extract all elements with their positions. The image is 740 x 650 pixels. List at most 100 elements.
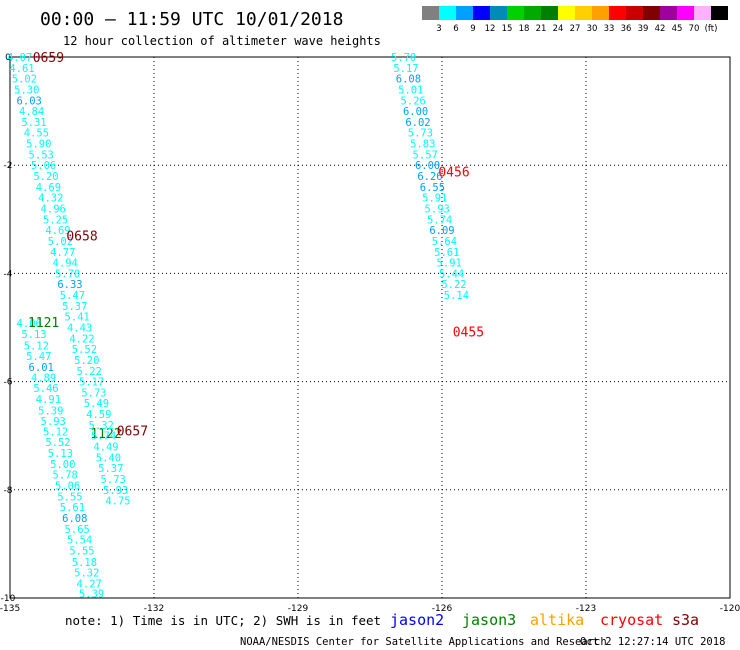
data-point-s3a: 4.69 <box>45 225 70 237</box>
data-point-jason3: 5.13 <box>48 448 73 460</box>
legend-swatch <box>711 6 728 20</box>
y-tick-label: 0 <box>5 53 11 63</box>
data-point-cryosat: 5.22 <box>441 279 466 291</box>
legend-label: 24 <box>553 24 564 34</box>
data-point-s3a: 5.37 <box>62 301 87 313</box>
legend-swatch <box>558 6 575 20</box>
data-point-cryosat: 5.17 <box>393 63 418 75</box>
legend-swatch <box>694 6 711 20</box>
data-point-s3a: 4.77 <box>50 247 75 259</box>
data-point-cryosat: 5.26 <box>401 95 426 107</box>
data-point-s3a: 4.61 <box>9 63 34 75</box>
data-point-s3a: 6.33 <box>57 279 82 291</box>
y-tick-label: -8 <box>4 486 13 496</box>
data-point-s3a: 5.22 <box>77 366 102 378</box>
data-point-cryosat: 6.08 <box>396 74 421 86</box>
chart-title: 00:00 – 11:59 UTC 10/01/2018 <box>40 9 343 30</box>
y-tick-label: -10 <box>1 594 16 604</box>
time-label-jason3: 1122 <box>90 427 121 442</box>
data-point-jason3: 5.18 <box>72 557 97 569</box>
data-point-cryosat: 6.26 <box>417 171 442 183</box>
data-point-cryosat: 5.14 <box>444 290 469 302</box>
legend-swatch <box>609 6 626 20</box>
legend-label: 45 <box>672 24 683 34</box>
data-point-jason3: 5.55 <box>57 491 82 503</box>
data-point-s3a: 5.41 <box>65 312 90 324</box>
data-point-jason3: 6.08 <box>62 513 87 525</box>
data-point-cryosat: 5.74 <box>427 214 452 226</box>
legend-swatch <box>507 6 524 20</box>
credit-text: NOAA/NESDIS Center for Satellite Applica… <box>240 636 607 648</box>
satellite-label-altika: altika <box>530 611 584 629</box>
data-point-cryosat: 5.57 <box>413 149 438 161</box>
data-point-jason3: 5.61 <box>60 502 85 514</box>
data-point-s3a: 4.32 <box>38 193 63 205</box>
legend-label: (ft) <box>705 24 718 34</box>
data-point-s3a: 4.94 <box>53 258 78 270</box>
satellite-legend: jason2 jason3 altika cryosat s3a <box>390 611 699 629</box>
data-point-s3a: 4.49 <box>93 442 118 454</box>
data-point-s3a: 5.90 <box>26 139 51 151</box>
data-point-s3a: 5.52 <box>72 344 97 356</box>
legend-label: 36 <box>621 24 632 34</box>
legend-label: 42 <box>655 24 666 34</box>
data-point-jason3: 4.91 <box>36 394 61 406</box>
data-point-s3a: 5.02 <box>48 236 73 248</box>
data-point-s3a: 5.70 <box>55 268 80 280</box>
legend-swatch <box>660 6 677 20</box>
data-point-s3a: 5.53 <box>29 149 54 161</box>
data-point-jason3: 4.06 <box>17 318 42 330</box>
data-point-s3a: 5.37 <box>98 463 123 475</box>
data-point-s3a: 5.73 <box>101 474 126 486</box>
data-point-jason3: 5.46 <box>33 383 58 395</box>
data-point-jason3: 5.13 <box>21 329 46 341</box>
data-point-s3a: 5.31 <box>21 117 46 129</box>
data-point-jason3: 5.12 <box>43 426 68 438</box>
legend-label: 30 <box>587 24 598 34</box>
legend-swatch <box>592 6 609 20</box>
data-point-s3a: 5.93 <box>103 485 128 497</box>
satellite-label-jason2: jason2 <box>390 611 444 629</box>
data-point-cryosat: 5.01 <box>398 84 423 96</box>
legend-swatch <box>524 6 541 20</box>
data-point-s3a: 5.49 <box>84 398 109 410</box>
data-point-s3a: 5.73 <box>81 387 106 399</box>
data-point-jason3: 5.00 <box>50 459 75 471</box>
data-point-cryosat: 5.44 <box>439 268 464 280</box>
data-point-s3a: 5.17 <box>79 377 104 389</box>
x-tick-label: -126 <box>432 604 453 614</box>
data-point-jason3: 5.06 <box>55 480 80 492</box>
data-point-s3a: 5.47 <box>60 290 85 302</box>
legend-swatch <box>677 6 694 20</box>
data-point-jason3: 5.93 <box>41 416 66 428</box>
time-label-s3a: 0658 <box>66 230 97 245</box>
data-point-jason3: 5.12 <box>24 340 49 352</box>
data-point-jason3: 5.39 <box>38 405 63 417</box>
legend-label: 70 <box>689 24 700 34</box>
data-point-s3a: 4.59 <box>86 409 111 421</box>
data-point-s3a: 5.40 <box>96 452 121 464</box>
legend-label: 21 <box>536 24 547 34</box>
data-point-s3a: 4.07 <box>7 52 32 64</box>
data-point-cryosat: 6.55 <box>420 182 445 194</box>
legend-label: 9 <box>470 24 475 34</box>
plot-frame <box>9 56 731 599</box>
data-point-s3a: 4.96 <box>41 203 66 215</box>
legend-label: 33 <box>604 24 615 34</box>
data-point-s3a: 4.84 <box>19 106 44 118</box>
legend-swatch <box>439 6 456 20</box>
y-tick-label: -4 <box>4 269 13 279</box>
data-point-jason3: 4.89 <box>31 372 56 384</box>
time-label-jason3: 1121 <box>28 316 59 331</box>
data-point-cryosat: 5.64 <box>432 236 457 248</box>
y-tick-label: -6 <box>4 378 13 388</box>
footer-note: note: 1) Time is in UTC; 2) SWH is in fe… <box>65 613 381 628</box>
legend-swatch <box>541 6 558 20</box>
legend-label: 15 <box>502 24 513 34</box>
data-point-s3a: 4.55 <box>24 128 49 140</box>
data-point-jason3: 6.01 <box>29 362 54 374</box>
data-point-s3a: 5.74 <box>91 431 116 443</box>
legend-swatch <box>473 6 490 20</box>
x-tick-label: -123 <box>576 604 596 614</box>
legend-swatch <box>575 6 592 20</box>
